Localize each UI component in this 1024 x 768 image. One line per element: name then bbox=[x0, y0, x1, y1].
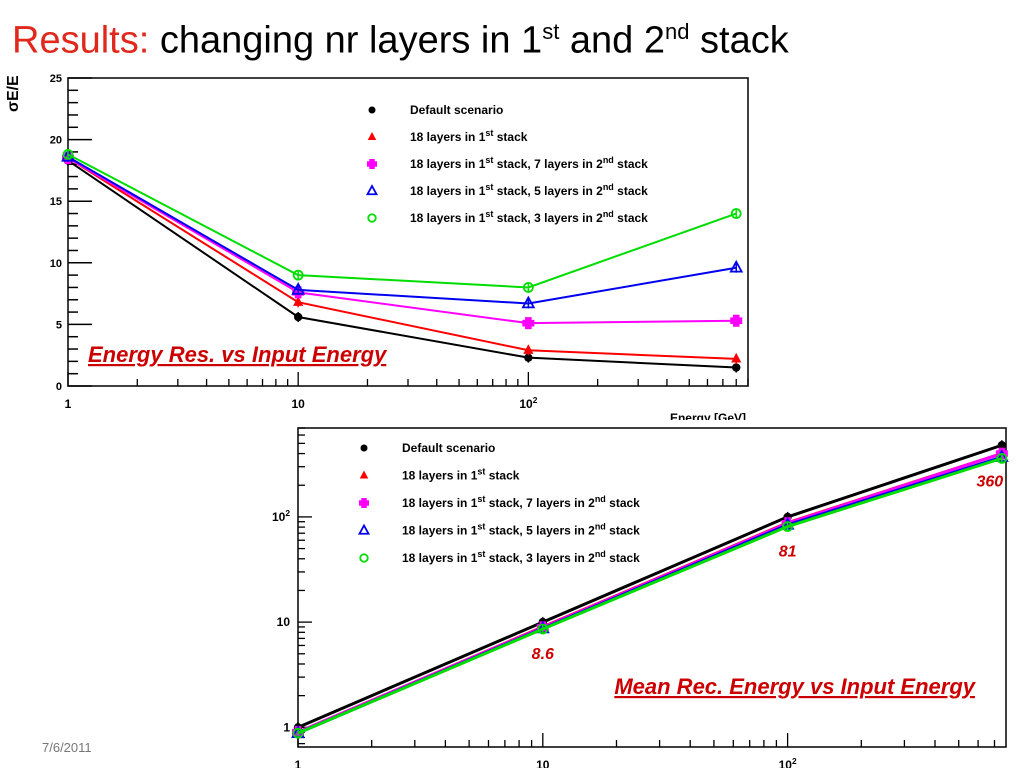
legend-entry-0: Default scenario bbox=[402, 441, 495, 455]
x-axis-label: Energy [GeV] bbox=[670, 411, 746, 420]
x-tick-label: 1 bbox=[65, 397, 72, 411]
legend-marker bbox=[357, 523, 371, 535]
data-point bbox=[732, 363, 741, 372]
legend-entry-1: 18 layers in 1st stack bbox=[410, 128, 528, 144]
series-line-l18_3 bbox=[67, 153, 737, 289]
data-point bbox=[524, 353, 533, 362]
data-point bbox=[291, 282, 306, 295]
legend-marker bbox=[359, 498, 369, 508]
y-tick-label: 25 bbox=[50, 73, 62, 85]
legend-entry-2: 18 layers in 1st stack, 7 layers in 2nd … bbox=[410, 155, 648, 171]
y-tick-label: 1 bbox=[283, 720, 290, 734]
series-line-l18 bbox=[67, 157, 737, 360]
legend-marker bbox=[365, 184, 379, 196]
value-label-1: 81 bbox=[779, 544, 797, 561]
y-axis: 0 5 10 15 20 25 σE/E bbox=[5, 73, 92, 393]
legend-entry-0: Default scenario bbox=[410, 103, 503, 117]
chart-annotation: Energy Res. vs Input Energy bbox=[88, 342, 388, 367]
x-axis: 1 10 102 Energy [GeV] bbox=[65, 372, 749, 420]
legend-entry-3: 18 layers in 1st stack, 5 layers in 2nd … bbox=[402, 522, 640, 538]
x-tick-label: 10 bbox=[536, 758, 550, 768]
plot-frame bbox=[67, 77, 749, 387]
y-tick-label: 0 bbox=[56, 381, 62, 393]
title-part3: stack bbox=[689, 19, 789, 62]
legend: Default scenario 18 layers in 1st stack 18… bbox=[357, 441, 640, 565]
legend-entry-2: 18 layers in 1st stack, 7 layers in 2nd … bbox=[402, 494, 640, 510]
data-point bbox=[292, 727, 304, 739]
y-axis: 1 10 102 bbox=[272, 427, 312, 745]
data-point bbox=[292, 269, 304, 281]
legend-entry-1: 18 layers in 1st stack bbox=[402, 467, 520, 483]
legend-marker bbox=[368, 106, 376, 114]
legend-marker bbox=[359, 470, 369, 479]
data-point bbox=[729, 259, 744, 273]
series-l18_3 bbox=[62, 148, 742, 293]
series-line-l18_5 bbox=[67, 155, 737, 305]
data-point bbox=[522, 317, 535, 330]
data-point bbox=[731, 352, 742, 363]
legend: Default scenario 18 layers in 1st stack 18… bbox=[365, 103, 648, 225]
series-line-default bbox=[297, 443, 1003, 729]
x-tick-label: 102 bbox=[519, 395, 537, 411]
series-line-l18_7 bbox=[67, 157, 737, 325]
slide-date: 7/6/2011 bbox=[42, 740, 92, 755]
data-point bbox=[522, 282, 534, 293]
energy-resolution-chart: 1 10 102 Energy [GeV] 0 5 10 15 20 25 σE/E Default … bbox=[5, 73, 749, 420]
legend-marker bbox=[359, 553, 369, 563]
plot-frame bbox=[297, 427, 1007, 748]
y-tick-label: 10 bbox=[50, 258, 62, 270]
series-l18_3 bbox=[292, 452, 1008, 739]
data-point bbox=[293, 312, 303, 322]
y-tick-label: 102 bbox=[272, 508, 290, 524]
y-tick-label: 10 bbox=[277, 615, 291, 629]
data-point bbox=[293, 296, 304, 306]
legend-entry-3: 18 layers in 1st stack, 5 layers in 2nd … bbox=[410, 182, 648, 198]
series-line-default bbox=[67, 159, 737, 369]
title-part2: and 2 bbox=[559, 19, 665, 62]
series-line-l18_3 bbox=[297, 456, 1003, 735]
data-point bbox=[730, 208, 742, 219]
value-label-0: 8.6 bbox=[532, 646, 554, 663]
title-sup1: st bbox=[542, 19, 560, 44]
legend-marker bbox=[367, 159, 377, 169]
data-point bbox=[997, 441, 1007, 450]
series-l18 bbox=[62, 152, 742, 364]
legend-entry-4: 18 layers in 1st stack, 3 layers in 2nd … bbox=[410, 209, 648, 225]
title-prefix: Results: bbox=[12, 19, 150, 62]
x-tick-label: 1 bbox=[295, 758, 302, 768]
x-tick-label: 10 bbox=[291, 397, 305, 411]
data-point bbox=[523, 344, 534, 354]
title-sup2: nd bbox=[664, 19, 690, 44]
legend-entry-4: 18 layers in 1st stack, 3 layers in 2nd … bbox=[402, 549, 640, 565]
data-point bbox=[62, 148, 74, 160]
y-tick-label: 5 bbox=[56, 319, 62, 331]
legend-marker bbox=[367, 132, 377, 140]
chart-annotation: Mean Rec. Energy vs Input Energy bbox=[614, 674, 976, 699]
data-point bbox=[996, 452, 1008, 464]
data-point bbox=[537, 623, 549, 635]
slide-title: Results: changing nr layers in 1st and 2… bbox=[12, 19, 789, 62]
legend-marker bbox=[367, 213, 377, 223]
x-axis: 1 10 102 bbox=[295, 733, 996, 768]
title-part1: changing nr layers in 1 bbox=[159, 19, 543, 62]
y-tick-label: 20 bbox=[50, 135, 62, 147]
y-tick-label: 15 bbox=[50, 196, 62, 208]
legend-marker bbox=[360, 444, 368, 452]
value-label-2: 360 bbox=[976, 473, 1003, 490]
y-axis-label: σE/E bbox=[5, 75, 22, 112]
mean-energy-chart: 1 10 102 1 10 102 Default scenario 18 layers in… bbox=[272, 427, 1009, 768]
data-point bbox=[782, 521, 794, 532]
x-tick-label: 102 bbox=[779, 756, 797, 768]
data-point bbox=[730, 314, 743, 327]
data-point bbox=[521, 295, 536, 309]
